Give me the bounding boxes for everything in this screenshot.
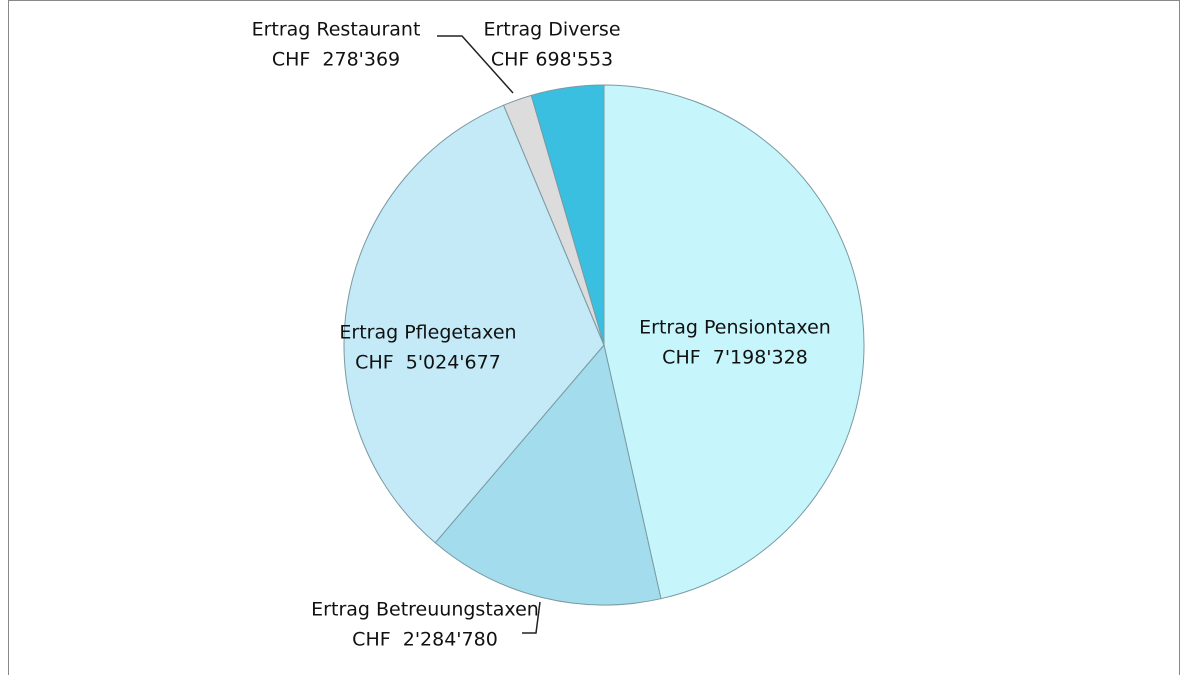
pie (343, 84, 865, 606)
slice-label-value: CHF 7'198'328 (662, 347, 808, 369)
pie-slice (530, 84, 605, 346)
leader-line (437, 35, 514, 94)
slice-label-name: Ertrag Diverse (483, 19, 620, 41)
slice-label-value: CHF 698'553 (491, 49, 613, 71)
pie-slice (343, 104, 605, 544)
slice-label-value: CHF 2'284'780 (352, 629, 498, 651)
slice-label-name: Ertrag Pensiontaxen (639, 317, 831, 339)
slice-label-name: Ertrag Pflegetaxen (339, 322, 516, 344)
slice-label-value: CHF 5'024'677 (355, 352, 501, 374)
pie-slice (603, 84, 865, 600)
slice-label-value: CHF 278'369 (272, 49, 400, 71)
leader-line (522, 601, 541, 634)
pie-slice (434, 343, 662, 606)
slice-label-name: Ertrag Betreuungstaxen (311, 599, 539, 621)
slice-label-name: Ertrag Restaurant (252, 19, 421, 41)
